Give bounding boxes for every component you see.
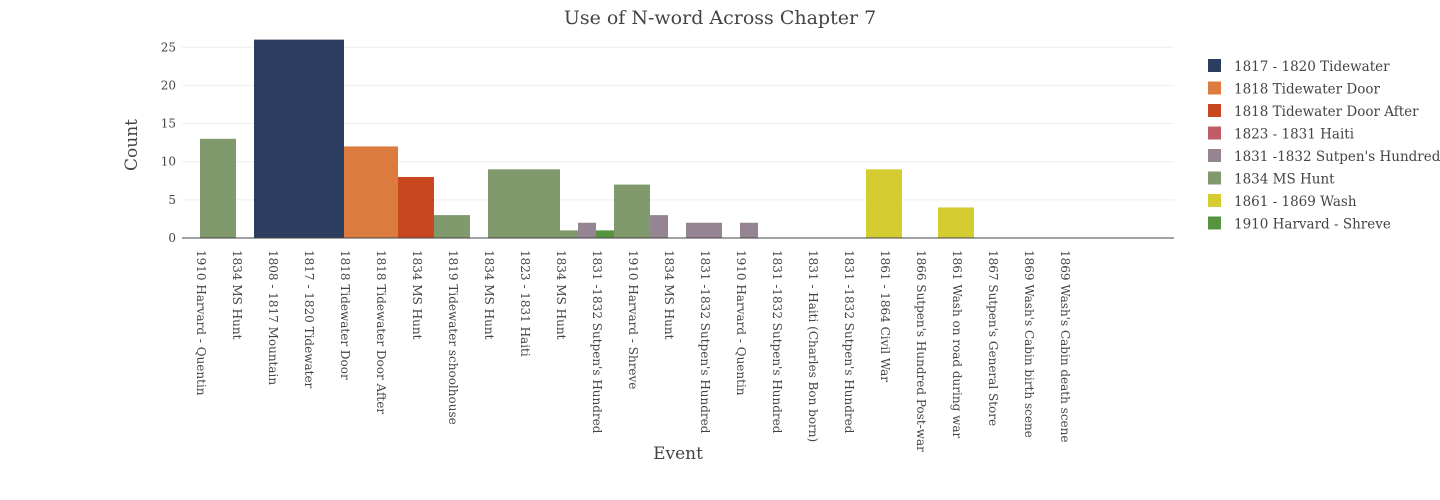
bar — [200, 138, 236, 238]
x-tick-label: 1910 Harvard - Quentin — [734, 250, 748, 396]
bar — [254, 39, 344, 238]
x-tick-label: 1831 -1832 Sutpen's Hundred — [770, 250, 784, 434]
y-tick-label: 5 — [168, 193, 176, 207]
x-tick-label: 1910 Harvard - Quentin — [194, 250, 208, 396]
bars — [200, 39, 974, 238]
x-tick-label: 1867 Sutpen's General Store — [986, 250, 1000, 426]
y-tick-label: 25 — [161, 40, 176, 54]
legend-label: 1831 -1832 Sutpen's Hundred — [1234, 149, 1440, 165]
legend-swatch — [1208, 104, 1221, 117]
bar — [596, 230, 614, 238]
x-tick-label: 1808 - 1817 Mountain — [266, 250, 280, 385]
x-tick-label: 1817 - 1820 Tidewater — [302, 250, 316, 389]
bar — [686, 222, 722, 238]
legend-swatch — [1208, 149, 1221, 162]
legend-label: 1818 Tidewater Door After — [1234, 104, 1419, 120]
bar — [578, 222, 596, 238]
legend-label: 1834 MS Hunt — [1234, 172, 1335, 188]
y-axis-title: Count — [122, 119, 142, 171]
x-tick-label: 1831 -1832 Sutpen's Hundred — [698, 250, 712, 434]
y-tick-label: 20 — [161, 78, 176, 92]
bar — [938, 207, 974, 238]
x-tick-label: 1866 Sutpen's Hundred Post-war — [914, 250, 928, 452]
x-tick-label: 1818 Tidewater Door After — [374, 250, 388, 414]
bar — [614, 184, 650, 238]
legend-label: 1817 - 1820 Tidewater — [1234, 59, 1390, 75]
x-tick-label: 1819 Tidewater schoolhouse — [446, 250, 460, 425]
legend-swatch — [1208, 59, 1221, 72]
x-tick-label: 1834 MS Hunt — [410, 250, 424, 340]
bar — [434, 215, 470, 238]
legend-swatch — [1208, 216, 1221, 230]
y-tick-label: 15 — [161, 117, 176, 131]
legend-label: 1823 - 1831 Haiti — [1234, 127, 1355, 143]
x-tick-label: 1834 MS Hunt — [230, 250, 244, 340]
x-tick-label: 1861 Wash on road during war — [950, 250, 964, 439]
x-tick-label: 1818 Tidewater Door — [338, 250, 352, 380]
x-tick-label: 1869 Wash's Cabin birth scene — [1022, 250, 1036, 438]
x-tick-label: 1834 MS Hunt — [554, 250, 568, 340]
legend-label: 1861 - 1869 Wash — [1234, 194, 1357, 210]
bar — [560, 230, 578, 238]
x-tick-label: 1831 - Haiti (Charles Bon born) — [806, 250, 820, 442]
chart-title: Use of N-word Across Chapter 7 — [564, 7, 876, 29]
x-axis-title: Event — [653, 444, 703, 464]
y-tick-label: 0 — [168, 231, 176, 245]
x-tick-label: 1831 -1832 Sutpen's Hundred — [842, 250, 856, 434]
bar — [398, 176, 434, 238]
legend: 1817 - 1820 Tidewater 1818 Tidewater Door… — [1208, 59, 1440, 233]
legend-swatch — [1208, 126, 1221, 140]
x-tick-label: 1834 MS Hunt — [662, 250, 676, 340]
bar — [344, 146, 398, 238]
legend-label: 1818 Tidewater Door — [1234, 82, 1380, 98]
legend-label: 1910 Harvard - Shreve — [1234, 217, 1391, 233]
y-axis-ticks: 0 5 10 15 20 25 — [161, 40, 176, 245]
x-tick-label: 1869 Wash's Cabin death scene — [1058, 250, 1072, 442]
y-tick-label: 10 — [161, 155, 176, 169]
bar — [866, 169, 902, 238]
x-tick-label: 1834 MS Hunt — [482, 250, 496, 340]
bar — [740, 222, 758, 238]
bar — [488, 169, 560, 238]
legend-swatch — [1208, 171, 1221, 185]
x-tick-label: 1823 - 1831 Haiti — [518, 250, 532, 357]
legend-swatch — [1208, 194, 1221, 207]
x-tick-label: 1831 -1832 Sutpen's Hundred — [590, 250, 604, 434]
x-tick-label: 1910 Harvard - Shreve — [626, 250, 640, 389]
x-tick-label: 1861 - 1864 Civil War — [878, 250, 892, 382]
legend-swatch — [1208, 81, 1221, 95]
x-axis-ticks: 1910 Harvard - Quentin 1834 MS Hunt 1808 -… — [194, 250, 1072, 452]
